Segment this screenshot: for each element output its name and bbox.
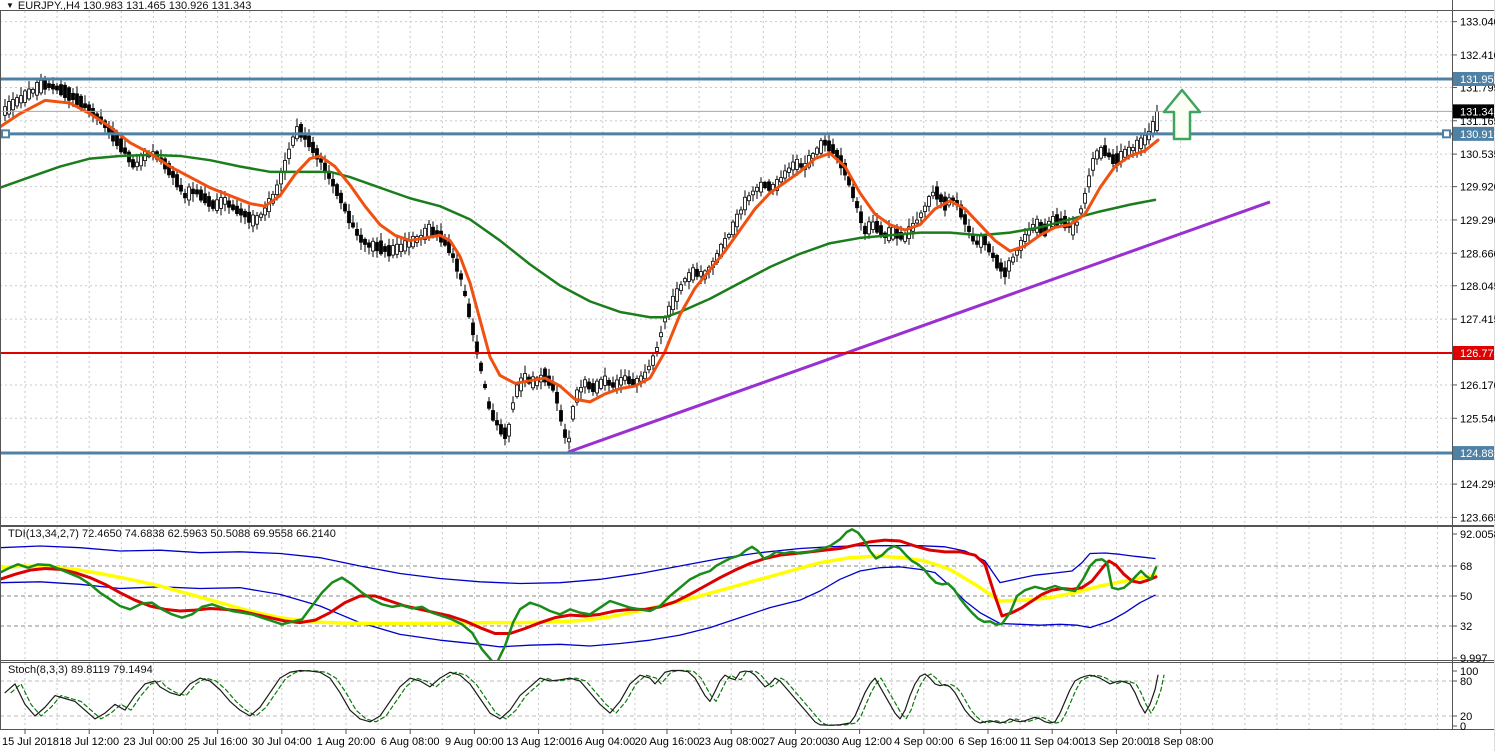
svg-text:18 Jul 12:00: 18 Jul 12:00 (59, 736, 119, 748)
svg-text:125.540: 125.540 (1460, 413, 1495, 425)
svg-text:132.410: 132.410 (1460, 50, 1495, 62)
tdi-indicator-label: TDI(13,34,2,7) 72.4650 74.6838 62.5963 5… (8, 528, 336, 540)
svg-text:100: 100 (1460, 666, 1478, 678)
svg-text:127.415: 127.415 (1460, 314, 1495, 326)
svg-text:129.290: 129.290 (1460, 215, 1495, 227)
svg-text:128.045: 128.045 (1460, 281, 1495, 293)
svg-text:126.774: 126.774 (1460, 348, 1495, 360)
svg-text:126.170: 126.170 (1460, 380, 1495, 392)
svg-text:131.343: 131.343 (1460, 106, 1495, 118)
svg-text:16 Aug 04:00: 16 Aug 04:00 (570, 736, 635, 748)
svg-text:68: 68 (1460, 561, 1472, 573)
svg-text:0: 0 (1460, 721, 1466, 733)
svg-text:30 Aug 12:00: 30 Aug 12:00 (827, 736, 892, 748)
symbol-title: ▼ EURJPY.,H4 130.983 131.465 130.926 131.… (6, 0, 251, 12)
svg-text:23 Aug 08:00: 23 Aug 08:00 (699, 736, 764, 748)
collapse-triangle-icon[interactable]: ▼ (6, 1, 14, 10)
svg-text:13 Sep 20:00: 13 Sep 20:00 (1084, 736, 1149, 748)
svg-text:50: 50 (1460, 591, 1472, 603)
svg-text:18 Sep 08:00: 18 Sep 08:00 (1148, 736, 1213, 748)
symbol-title-text: EURJPY.,H4 130.983 131.465 130.926 131.3… (17, 0, 252, 12)
svg-text:9.997: 9.997 (1460, 653, 1488, 665)
svg-text:1 Aug 20:00: 1 Aug 20:00 (317, 736, 376, 748)
svg-text:92.0058: 92.0058 (1460, 529, 1495, 541)
svg-text:20 Aug 16:00: 20 Aug 16:00 (635, 736, 700, 748)
svg-text:124.295: 124.295 (1460, 479, 1495, 491)
svg-text:124.882: 124.882 (1460, 448, 1495, 460)
svg-text:32: 32 (1460, 621, 1472, 633)
svg-text:130.918: 130.918 (1460, 129, 1495, 141)
svg-text:123.665: 123.665 (1460, 512, 1495, 524)
stoch-indicator-label: Stoch(8,3,3) 89.8119 79.1494 (8, 664, 153, 676)
svg-text:11 Sep 04:00: 11 Sep 04:00 (1020, 736, 1085, 748)
svg-text:23 Jul 00:00: 23 Jul 00:00 (123, 736, 183, 748)
svg-text:13 Aug 12:00: 13 Aug 12:00 (506, 736, 571, 748)
svg-text:6 Sep 16:00: 6 Sep 16:00 (958, 736, 1017, 748)
svg-text:131.165: 131.165 (1460, 116, 1495, 128)
svg-text:4 Sep 00:00: 4 Sep 00:00 (894, 736, 953, 748)
svg-text:9 Aug 00:00: 9 Aug 00:00 (445, 736, 504, 748)
svg-text:129.920: 129.920 (1460, 182, 1495, 194)
svg-text:20: 20 (1460, 711, 1472, 723)
svg-text:128.660: 128.660 (1460, 248, 1495, 260)
svg-text:80: 80 (1460, 676, 1472, 688)
svg-text:131.955: 131.955 (1460, 74, 1495, 86)
svg-text:30 Jul 04:00: 30 Jul 04:00 (252, 736, 312, 748)
svg-text:133.040: 133.040 (1460, 17, 1495, 29)
svg-text:6 Aug 08:00: 6 Aug 08:00 (381, 736, 440, 748)
svg-text:15 Jul 2018: 15 Jul 2018 (2, 736, 59, 748)
svg-text:27 Aug 20:00: 27 Aug 20:00 (763, 736, 828, 748)
svg-text:25 Jul 16:00: 25 Jul 16:00 (188, 736, 248, 748)
svg-text:130.535: 130.535 (1460, 149, 1495, 161)
